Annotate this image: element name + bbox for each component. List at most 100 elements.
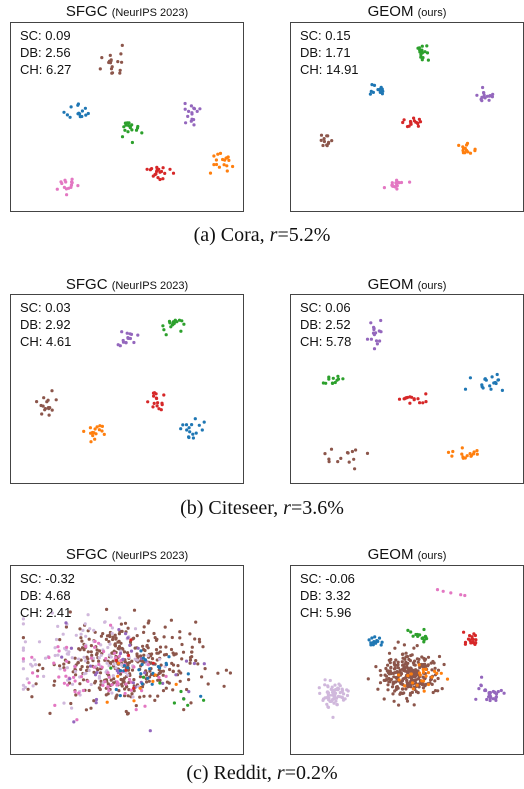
scatter-point-cluster-0 — [92, 699, 96, 703]
scatter-point-cluster-5 — [450, 454, 454, 458]
scatter-point-cluster-2 — [122, 125, 126, 129]
metrics-block: SC: -0.32 DB: 4.68 CH: 2.41 — [20, 570, 75, 621]
scatter-point-cluster-0 — [97, 686, 101, 690]
metric-ch: CH: 2.41 — [20, 605, 72, 620]
scatter-point-cluster-1 — [76, 102, 80, 106]
scatter-point-cluster-2 — [112, 651, 117, 655]
scatter-point-cluster-2 — [21, 657, 25, 661]
scatter-point-cluster-1 — [335, 703, 339, 707]
scatter-point-cluster-2 — [66, 683, 70, 687]
scatter-point-cluster-1 — [107, 653, 111, 657]
scatter-point-cluster-1 — [345, 693, 350, 698]
scatter-point-cluster-0 — [163, 625, 167, 629]
panel-title: SFGC (NeurIPS 2023) — [10, 546, 244, 565]
scatter-point-cluster-1 — [29, 662, 33, 666]
scatter-point-cluster-0 — [120, 684, 124, 688]
scatter-point-cluster-0 — [68, 610, 72, 614]
scatter-point-cluster-3 — [157, 407, 161, 411]
scatter-point-cluster-0 — [78, 627, 82, 631]
scatter-point-cluster-0 — [402, 666, 407, 670]
metric-sc: SC: 0.15 — [300, 28, 351, 43]
scatter-point-cluster-1 — [323, 678, 327, 682]
scatter-point-cluster-7 — [126, 653, 131, 657]
scatter-point-cluster-2 — [481, 85, 485, 90]
scatter-point-cluster-1 — [326, 705, 330, 709]
scatter-point-cluster-6 — [397, 673, 401, 677]
scatter-point-cluster-1 — [133, 627, 138, 631]
scatter-point-cluster-4 — [89, 431, 93, 435]
scatter-point-cluster-1 — [78, 115, 82, 119]
scatter-point-cluster-2 — [100, 665, 104, 669]
scatter-point-cluster-0 — [162, 653, 167, 657]
scatter-point-cluster-0 — [421, 686, 425, 690]
scatter-point-cluster-2 — [86, 679, 90, 683]
scatter-point-cluster-1 — [332, 701, 336, 705]
metrics-block: SC: -0.06 DB: 3.32 CH: 5.96 — [300, 570, 355, 621]
scatter-point-cluster-1 — [378, 90, 382, 94]
scatter-panel: GEOM (ours) SC: 0.06 DB: 2.52 CH: 5.78 — [290, 276, 524, 484]
scatter-point-cluster-2 — [62, 681, 66, 685]
scatter-point-cluster-0 — [171, 320, 176, 324]
scatter-point-cluster-0 — [414, 690, 419, 694]
scatter-point-cluster-0 — [180, 319, 184, 323]
scatter-point-cluster-0 — [187, 678, 191, 682]
caption-ratio: =0.2% — [284, 762, 338, 784]
scatter-point-cluster-0 — [413, 674, 417, 678]
scatter-point-cluster-3 — [88, 664, 93, 668]
scatter-point-cluster-1 — [119, 649, 123, 653]
scatter-point-cluster-4 — [126, 666, 130, 670]
scatter-point-cluster-0 — [82, 648, 86, 652]
scatter-point-cluster-0 — [111, 659, 115, 663]
scatter-point-cluster-1 — [84, 671, 88, 675]
scatter-point-cluster-1 — [50, 611, 54, 615]
caption-param: r — [269, 224, 278, 246]
scatter-point-cluster-0 — [158, 645, 163, 649]
panel-title-main: SFGC — [65, 546, 108, 563]
scatter-point-cluster-1 — [119, 663, 123, 667]
scatter-point-cluster-0 — [168, 667, 172, 672]
scatter-point-cluster-6 — [105, 700, 109, 704]
scatter-point-cluster-3 — [202, 662, 206, 666]
scatter-point-cluster-6 — [409, 672, 413, 676]
scatter-point-cluster-4 — [163, 171, 167, 175]
scatter-point-cluster-1 — [62, 701, 66, 705]
panel-title-main: GEOM — [367, 546, 414, 563]
metric-db: DB: 1.71 — [300, 45, 351, 60]
scatter-point-cluster-3 — [409, 122, 413, 126]
scatter-point-cluster-1 — [88, 627, 92, 631]
scatter-point-cluster-3 — [162, 393, 166, 397]
scatter-point-cluster-2 — [482, 91, 486, 95]
scatter-point-cluster-2 — [27, 681, 31, 685]
scatter-point-cluster-3 — [412, 398, 416, 402]
scatter-point-cluster-0 — [116, 640, 120, 644]
scatter-point-cluster-5 — [374, 641, 378, 645]
scatter-point-cluster-5 — [218, 151, 223, 155]
scatter-point-cluster-0 — [178, 679, 182, 683]
scatter-point-cluster-2 — [493, 691, 497, 695]
scatter-point-cluster-1 — [99, 653, 103, 657]
scatter-point-cluster-4 — [89, 440, 93, 444]
caption-label: (b) — [180, 497, 209, 519]
scatter-point-cluster-0 — [100, 56, 104, 60]
scatter-point-cluster-0 — [431, 659, 435, 664]
scatter-point-cluster-0 — [76, 661, 80, 665]
scatter-point-cluster-0 — [106, 682, 110, 686]
scatter-point-cluster-2 — [502, 691, 506, 695]
scatter-point-cluster-4 — [156, 665, 160, 669]
scatter-point-cluster-1 — [73, 669, 77, 674]
scatter-point-cluster-2 — [72, 675, 76, 679]
scatter-point-cluster-2 — [130, 128, 134, 132]
scatter-point-cluster-0 — [178, 636, 182, 640]
scatter-point-cluster-0 — [126, 668, 130, 672]
scatter-point-cluster-0 — [112, 677, 116, 681]
scatter-point-cluster-1 — [334, 691, 338, 695]
scatter-point-cluster-0 — [148, 669, 152, 673]
scatter-point-cluster-0 — [36, 669, 40, 673]
scatter-point-cluster-0 — [85, 665, 90, 669]
scatter-point-cluster-4 — [365, 451, 370, 455]
scatter-point-cluster-5 — [179, 689, 183, 694]
scatter-point-cluster-1 — [326, 691, 331, 695]
scatter-point-cluster-0 — [433, 679, 437, 683]
scatter-point-cluster-3 — [408, 401, 412, 405]
scatter-point-cluster-1 — [333, 380, 337, 385]
